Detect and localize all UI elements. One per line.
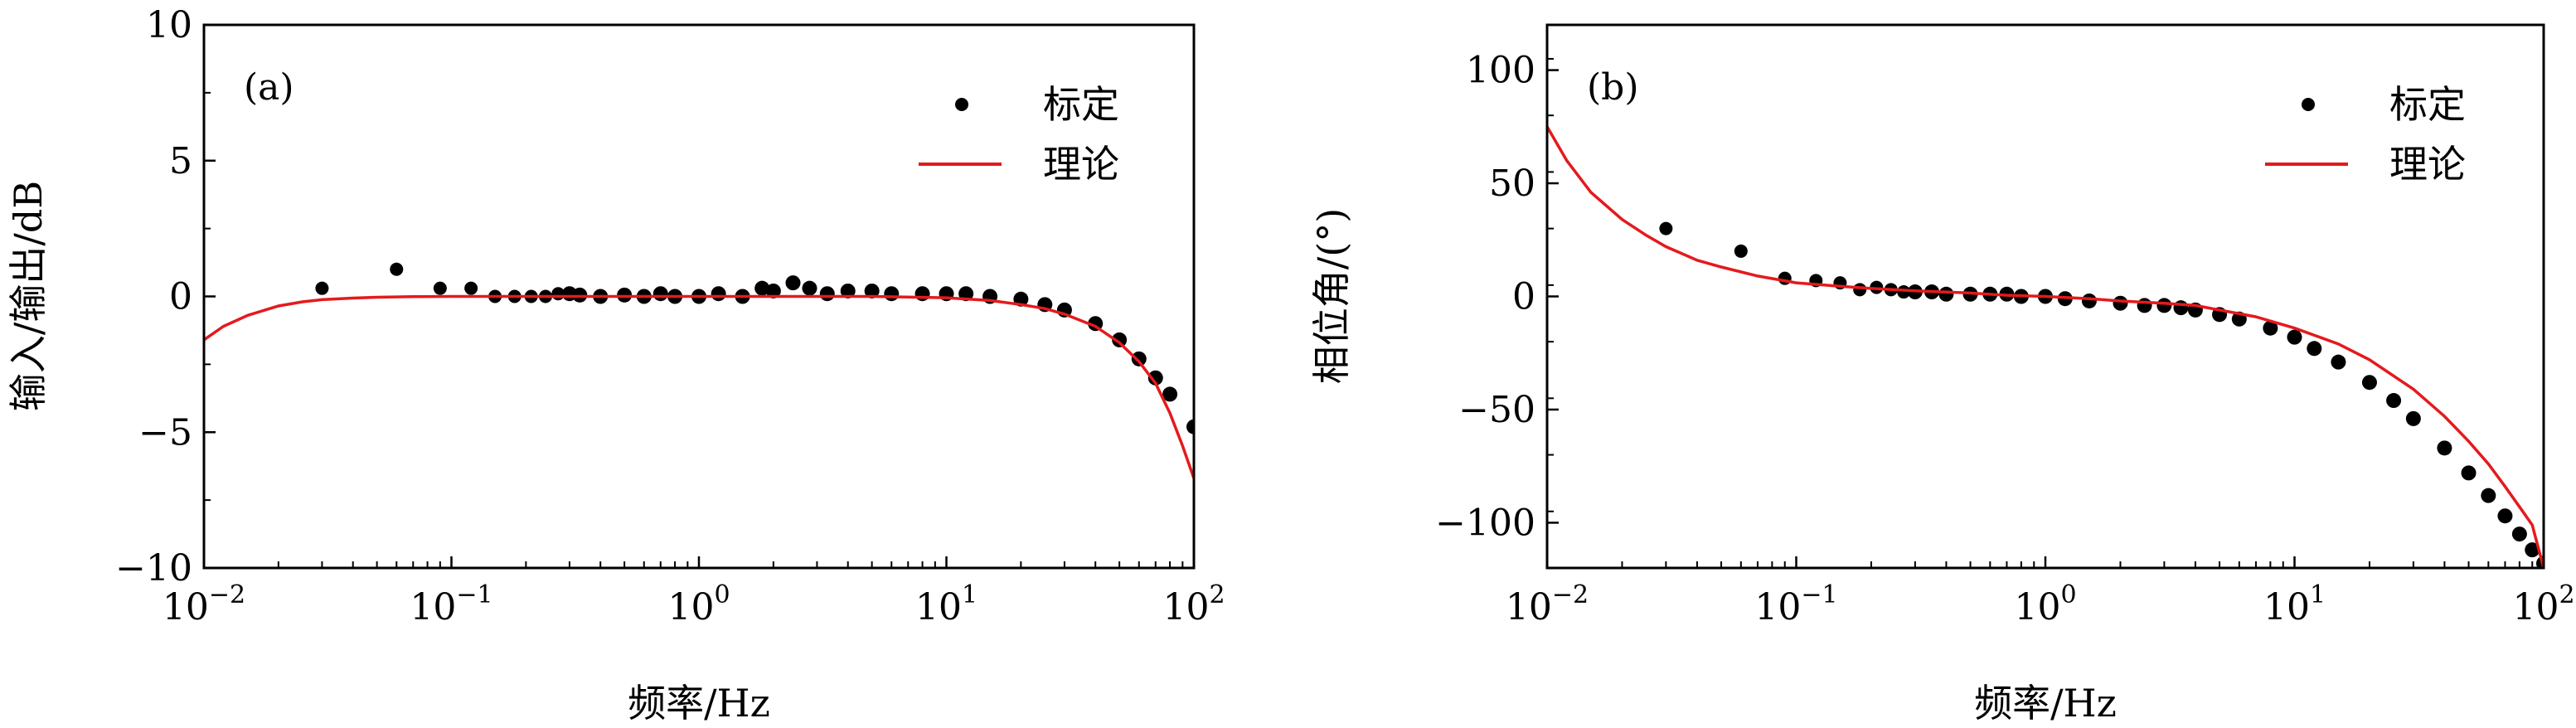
panel-b-y-tick-label: −50: [1458, 389, 1535, 431]
panel-b-y-tick-label: 0: [1512, 276, 1535, 318]
panel-a-x-tick-label: 101: [915, 580, 978, 629]
panel-b-calibration-point: [1659, 221, 1673, 235]
panel-a-y-axis-label: 输入/输出/dB: [6, 181, 51, 411]
panel-b-calibration-point: [1853, 283, 1867, 297]
panel-b-legend: 标定 理论: [2265, 82, 2466, 187]
panel-a-calibration-point: [1186, 419, 1194, 434]
panel-b-y-tick-label: −100: [1435, 502, 1535, 544]
panel-a-ticks: 10−2 10−1 100 101 102 10 5 0 −5 −10: [115, 4, 1225, 629]
panel-a-calibration-point: [652, 286, 668, 302]
panel-a-x-tick-label: 10−2: [163, 580, 245, 629]
panel-a-y-tick-label: 10: [146, 4, 192, 46]
panel-b-calibration-point: [2461, 465, 2477, 481]
panel-a-y-tick-label: 5: [169, 140, 192, 182]
panel-b-calibration-point: [2525, 542, 2540, 558]
panel-b-calibration-point: [2386, 393, 2402, 409]
panel-a-y-tick-label: −5: [138, 411, 192, 454]
panel-a-calibration-point: [433, 281, 447, 295]
panel-a-data: [204, 262, 1194, 479]
panel-b-x-tick-label: 102: [2512, 580, 2574, 629]
panel-b-calibration-point: [2113, 295, 2128, 311]
panel-a-calibration-point: [864, 283, 880, 298]
panel-b-x-tick-label: 10−1: [1754, 580, 1837, 629]
panel-b-calibration-point: [2437, 440, 2452, 456]
panel-b-calibration-point: [2361, 375, 2377, 391]
panel-b-plot-area: [1547, 125, 2544, 568]
panel-a: 10−2 10−1 100 101 102 10 5 0 −5 −10 (a) 标定 理论 频率/…: [6, 4, 1225, 726]
panel-a-calibration-point: [840, 283, 856, 298]
panel-a-y-tick-label: 0: [169, 276, 192, 318]
panel-b-calibration-point: [2263, 320, 2278, 336]
panel-b-calibration-point: [1734, 244, 1748, 258]
panel-a-label: (a): [244, 66, 294, 109]
panel-a-legend-label-calibration: 标定: [1043, 82, 1119, 127]
panel-a-calibration-point: [914, 286, 930, 302]
panel-a-calibration-point: [802, 280, 817, 296]
panel-b-legend-marker-calibration: [2302, 98, 2315, 111]
panel-b-x-tick-label: 10−2: [1506, 580, 1589, 629]
panel-a-legend-label-theory: 理论: [1043, 142, 1119, 187]
panel-b-calibration-point: [2156, 298, 2172, 313]
panel-a-x-tick-label: 102: [1162, 580, 1225, 629]
panel-b-label: (b): [1587, 66, 1639, 109]
panel-a-calibration-point: [390, 262, 404, 276]
panel-a-axes-frame: [202, 23, 1196, 570]
panel-b-calibration-point: [2081, 293, 2097, 308]
panel-a-calibration-point: [1162, 386, 1178, 402]
panel-a-calibration-point: [785, 275, 801, 291]
panel-b-calibration-point: [2173, 300, 2189, 316]
panel-b-x-axis-label: 频率/Hz: [1974, 681, 2117, 726]
panel-b-legend-label-theory: 理论: [2389, 142, 2466, 187]
panel-a-y-tick-label: −10: [115, 547, 192, 590]
panel-b-calibration-point: [2287, 329, 2302, 345]
panel-b-axes-frame: [1545, 23, 2545, 570]
panel-b-calibration-point: [2497, 508, 2513, 524]
panel-b-legend-label-calibration: 标定: [2389, 82, 2466, 127]
panel-b-x-tick-label: 100: [2014, 580, 2076, 629]
panel-a-theory-line: [204, 294, 1194, 479]
panel-a-calibration-point: [765, 283, 781, 298]
panel-a-x-tick-label: 100: [667, 580, 730, 629]
panel-a-x-axis-label: 频率/Hz: [628, 681, 770, 726]
panel-a-plot-area: [204, 262, 1194, 479]
panel-b-data: [1547, 125, 2544, 568]
panel-b-y-axis-label: 相位角/(°): [1309, 208, 1354, 384]
panel-a-calibration-point: [1131, 351, 1147, 366]
panel-a-legend: 标定 理论: [919, 82, 1119, 187]
panel-b-calibration-point: [2511, 527, 2527, 542]
panel-a-calibration-point: [464, 281, 478, 295]
panel-a-calibration-point: [1112, 332, 1128, 347]
panel-a-calibration-point: [1147, 370, 1163, 386]
panel-b-calibration-point: [2405, 410, 2421, 426]
panel-a-legend-marker-calibration: [955, 98, 968, 111]
panel-b-theory-line: [1547, 125, 2544, 568]
panel-a-calibration-point: [711, 286, 726, 302]
panel-b-y-tick-label: 50: [1489, 163, 1535, 205]
panel-a-calibration-point: [819, 286, 835, 302]
panel-b-x-tick-label: 101: [2263, 580, 2326, 629]
panel-a-x-tick-label: 10−1: [410, 580, 492, 629]
panel-b-calibration-point: [2137, 298, 2152, 313]
panel-b-y-tick-label: 100: [1466, 50, 1535, 92]
panel-b-calibration-point: [1938, 286, 1954, 302]
panel-b-ticks: 10−2 10−1 100 101 102 100 50 0 −50 −100: [1435, 50, 2574, 629]
panel-a-calibration-point: [754, 280, 770, 296]
panel-b-calibration-point: [2481, 488, 2496, 503]
panel-b-calibration-point: [2331, 354, 2346, 370]
panel-b: 10−2 10−1 100 101 102 100 50 0 −50 −100 (b) 标定 理论…: [1309, 23, 2575, 726]
panel-a-calibration-point: [884, 286, 900, 302]
panel-b-calibration-point: [2307, 341, 2322, 357]
panel-a-calibration-point: [315, 281, 329, 295]
